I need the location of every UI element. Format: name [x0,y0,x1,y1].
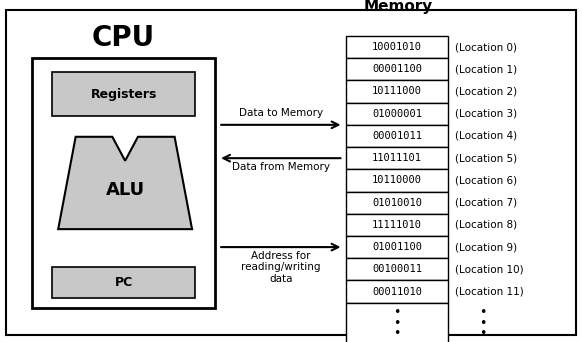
Text: Address for
reading/writing
data: Address for reading/writing data [241,250,321,284]
Text: •: • [480,327,487,340]
Text: (Location 7): (Location 7) [455,198,517,208]
Bar [346,58,448,80]
Text: (Location 9): (Location 9) [455,242,517,252]
Text: Registers: Registers [90,88,157,101]
Text: (Location 4): (Location 4) [455,131,517,141]
Bar [346,303,448,342]
Bar [346,280,448,303]
Text: Data from Memory: Data from Memory [232,161,330,172]
Text: ALU: ALU [105,181,145,199]
Text: CPU: CPU [92,24,155,52]
Bar [346,147,448,169]
Bar [346,258,448,280]
Text: (Location 10): (Location 10) [455,264,524,274]
Bar [52,267,195,298]
Bar [52,72,195,116]
Text: 10111000: 10111000 [372,87,422,96]
Text: Memory: Memory [364,0,433,14]
Text: •: • [393,327,401,340]
Bar [346,192,448,214]
Bar [346,80,448,103]
Text: (Location 1): (Location 1) [455,64,517,74]
Text: (Location 11): (Location 11) [455,287,524,297]
Text: (Location 2): (Location 2) [455,87,517,96]
Text: Data to Memory: Data to Memory [239,108,323,118]
Bar [346,236,448,258]
Text: PC: PC [115,276,133,289]
Bar [32,58,215,308]
Text: 01010010: 01010010 [372,198,422,208]
Text: •: • [393,317,401,330]
Text: 01001100: 01001100 [372,242,422,252]
Bar [346,214,448,236]
Text: 01000001: 01000001 [372,109,422,119]
Text: (Location 3): (Location 3) [455,109,517,119]
Bar [346,125,448,147]
Bar [346,36,448,58]
Bar [346,169,448,192]
Text: 00011010: 00011010 [372,287,422,297]
Text: 00100011: 00100011 [372,264,422,274]
Text: 11011101: 11011101 [372,153,422,163]
Text: (Location 5): (Location 5) [455,153,517,163]
Text: 10110000: 10110000 [372,175,422,185]
Text: 10001010: 10001010 [372,42,422,52]
Text: •: • [393,306,401,319]
Text: 00001100: 00001100 [372,64,422,74]
Text: •: • [480,317,487,330]
Text: (Location 8): (Location 8) [455,220,517,230]
Text: 00001011: 00001011 [372,131,422,141]
Text: (Location 6): (Location 6) [455,175,517,185]
Text: (Location 0): (Location 0) [455,42,517,52]
Text: •: • [480,306,487,319]
Bar [346,103,448,125]
Text: 11111010: 11111010 [372,220,422,230]
Polygon shape [58,137,192,229]
